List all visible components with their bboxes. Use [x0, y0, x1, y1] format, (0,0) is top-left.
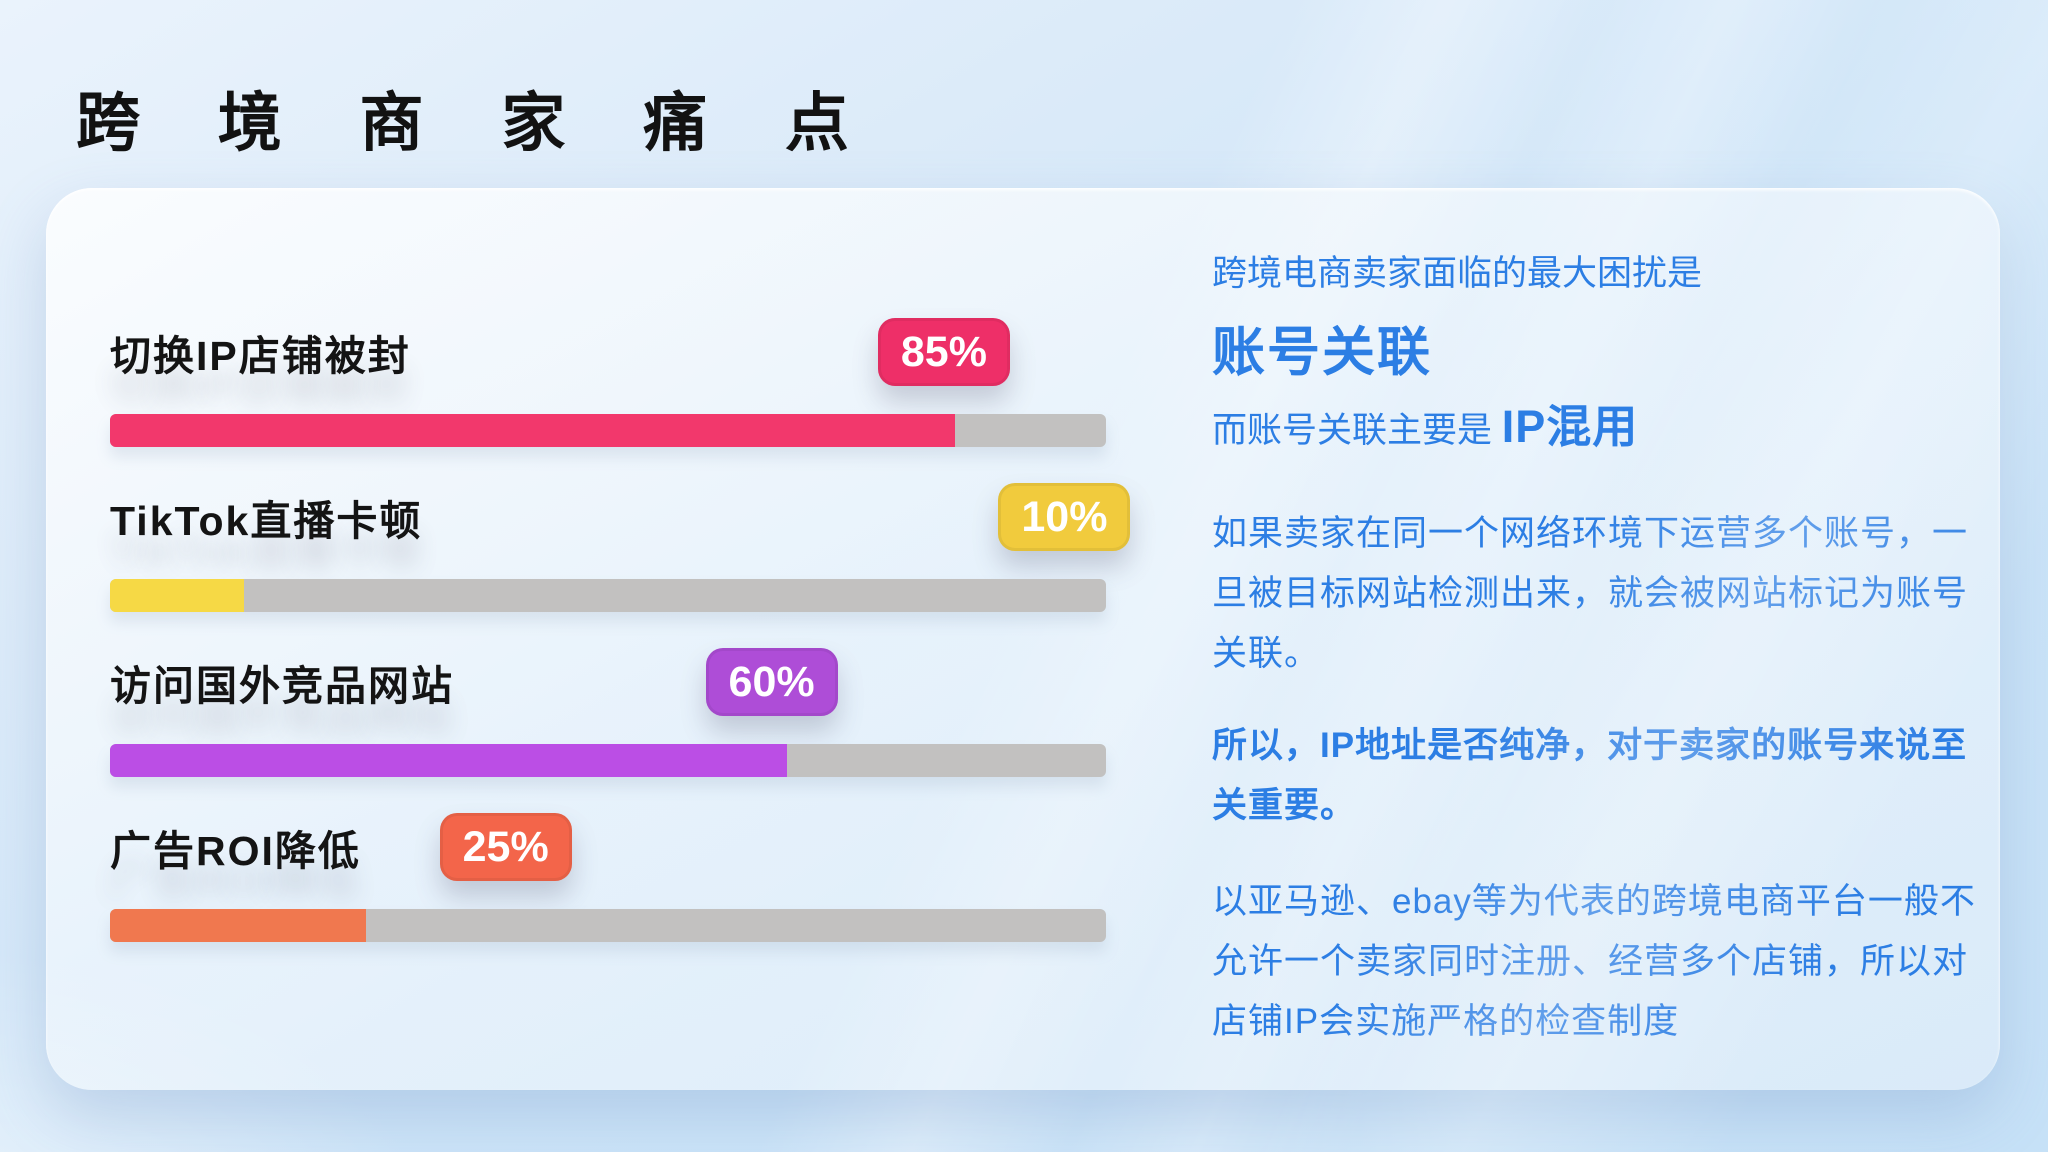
- value-badge: 25%: [439, 813, 572, 881]
- value-badge: 10%: [998, 483, 1131, 551]
- paragraph-ip-purity: 所以，IP地址是否纯净，对于卖家的账号来说至关重要。: [1212, 726, 1968, 825]
- main-card: 切换IP店铺被封 85% TikTok直播卡顿 10% 访问国外竞品网站 60%: [46, 188, 2000, 1090]
- bar-fill: [110, 579, 245, 612]
- bar-head: 切换IP店铺被封 85%: [110, 318, 1106, 386]
- bar-row: 切换IP店铺被封 85%: [110, 318, 1106, 483]
- sub-highlight-ip-mixing: IP混用: [1501, 401, 1639, 452]
- value-badge: 85%: [877, 318, 1010, 386]
- paragraph-platform-rules: 以亚马逊、ebay等为代表的跨境电商平台一般不允许一个卖家同时注册、经营多个店铺…: [1212, 882, 1976, 1041]
- sub-prefix: 而账号关联主要是: [1212, 411, 1502, 450]
- bar-row: 广告ROI降低 25%: [110, 813, 1106, 978]
- paragraph-network-detection: 如果卖家在同一个网络环境下运营多个账号，一旦被目标网站检测出来，就会被网站标记为…: [1212, 514, 1969, 673]
- value-badge: 60%: [705, 648, 838, 716]
- bar-head: 访问国外竞品网站 60%: [110, 648, 1106, 716]
- bar-row: TikTok直播卡顿 10%: [110, 483, 1131, 648]
- bar-row: 访问国外竞品网站 60%: [110, 648, 1106, 813]
- sub-line: 而账号关联主要是 IP混用: [1212, 398, 1994, 460]
- bar-label: 切换IP店铺被封: [110, 333, 411, 379]
- bar-label: 广告ROI降低: [110, 828, 361, 874]
- bar-label: 访问国外竞品网站: [110, 663, 454, 709]
- bar-label: TikTok直播卡顿: [110, 498, 423, 544]
- bar-head: TikTok直播卡顿 10%: [110, 483, 1131, 551]
- headline-account-association: 账号关联: [1212, 323, 1432, 382]
- bar-fill: [110, 744, 788, 777]
- page-title: 跨 境 商 家 痛 点: [76, 87, 879, 159]
- bar-track: [110, 744, 1106, 777]
- bar-track: [110, 414, 1106, 447]
- bar-track: [110, 579, 1106, 612]
- bar-fill: [110, 414, 955, 447]
- pain-points-bar-chart: 切换IP店铺被封 85% TikTok直播卡顿 10% 访问国外竞品网站 60%: [110, 318, 1131, 978]
- intro-line: 跨境电商卖家面临的最大困扰是: [1212, 254, 1703, 293]
- bar-track: [110, 909, 1106, 942]
- bar-head: 广告ROI降低 25%: [110, 813, 1106, 881]
- panel: 跨境电商卖家面临的最大困扰是 账号关联 而账号关联主要是 IP混用 如果卖家在同…: [1212, 250, 1994, 1052]
- bar-fill: [110, 909, 366, 942]
